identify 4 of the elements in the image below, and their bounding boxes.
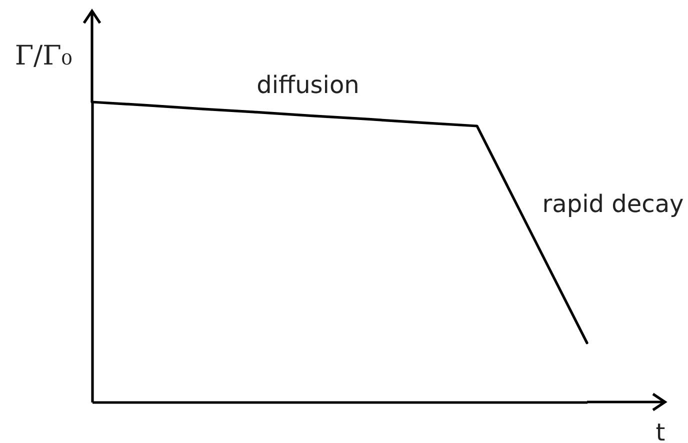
x-axis-title: t (656, 418, 666, 443)
text: diffusion (256, 71, 360, 99)
y-axis-title: Γ/Γ₀ (14, 40, 72, 72)
annotation: rapid decay (542, 190, 684, 218)
